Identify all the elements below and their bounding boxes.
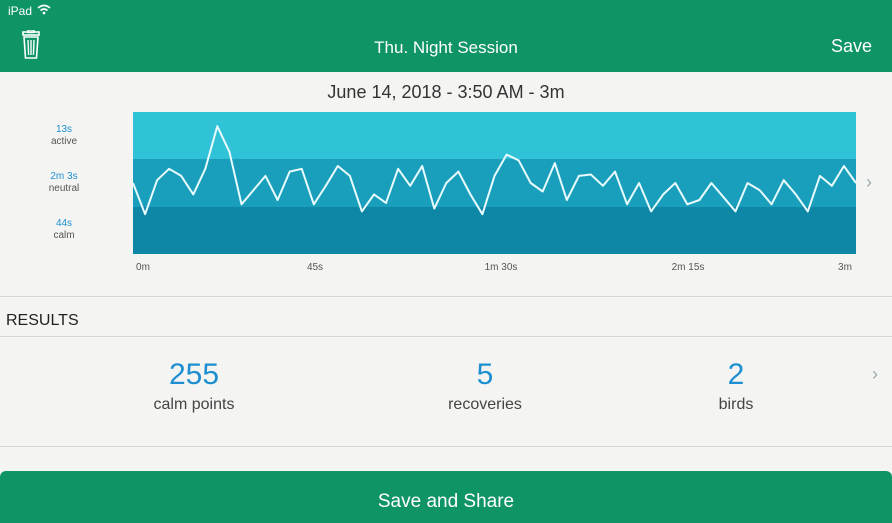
nav-bar: Thu. Night Session Save — [0, 22, 892, 72]
band-active — [133, 112, 856, 159]
band-calm-name: calm — [53, 230, 75, 241]
results-heading: RESULTS — [6, 312, 79, 329]
x-axis-ticks: 0m 45s 1m 30s 2m 15s 3m — [133, 262, 856, 276]
x-tick: 45s — [306, 262, 324, 273]
chart-chevron-icon[interactable]: › — [866, 172, 872, 192]
band-label-neutral: 2m 3s neutral — [28, 171, 100, 195]
band-neutral-name: neutral — [48, 183, 80, 194]
session-line — [133, 125, 856, 216]
x-tick: 2m 15s — [671, 262, 705, 273]
stat-recoveries: 5 recoveries — [385, 358, 585, 414]
stat-value: 255 — [168, 358, 220, 391]
wifi-icon — [37, 4, 51, 18]
stat-calm-points: 255 calm points — [94, 358, 294, 414]
save-button[interactable]: Save — [830, 36, 872, 56]
band-label-active: 13s active — [28, 124, 100, 148]
band-neutral — [133, 159, 856, 207]
device-name: iPad — [8, 4, 33, 18]
delete-button[interactable] — [20, 29, 48, 62]
results-chevron-icon[interactable]: › — [872, 364, 878, 384]
stat-label: calm points — [153, 396, 235, 413]
save-and-share-button[interactable]: Save and Share — [0, 471, 892, 523]
divider — [0, 296, 892, 297]
divider — [0, 336, 892, 337]
x-tick: 0m — [136, 262, 150, 273]
x-tick: 1m 30s — [484, 262, 518, 273]
x-tick: 3m — [838, 262, 852, 273]
stat-value: 2 — [727, 358, 745, 391]
session-chart — [133, 112, 856, 254]
session-date: June 14, 2018 - 3:50 AM - 3m — [327, 82, 565, 102]
status-bar: iPad — [0, 0, 892, 22]
band-neutral-value: 2m 3s — [50, 171, 78, 182]
stat-label: birds — [718, 396, 754, 413]
trash-icon — [22, 29, 40, 59]
divider — [0, 446, 892, 447]
page-title: Thu. Night Session — [374, 38, 518, 57]
stat-label: recoveries — [448, 396, 522, 413]
band-label-calm: 44s calm — [28, 218, 100, 242]
band-active-name: active — [50, 136, 78, 147]
band-labels: 13s active 2m 3s neutral 44s calm — [28, 112, 100, 254]
band-calm-value: 44s — [55, 218, 73, 229]
stat-birds: 2 birds — [636, 358, 836, 414]
band-calm — [133, 207, 856, 254]
band-active-value: 13s — [55, 124, 73, 135]
stat-value: 5 — [476, 358, 494, 391]
